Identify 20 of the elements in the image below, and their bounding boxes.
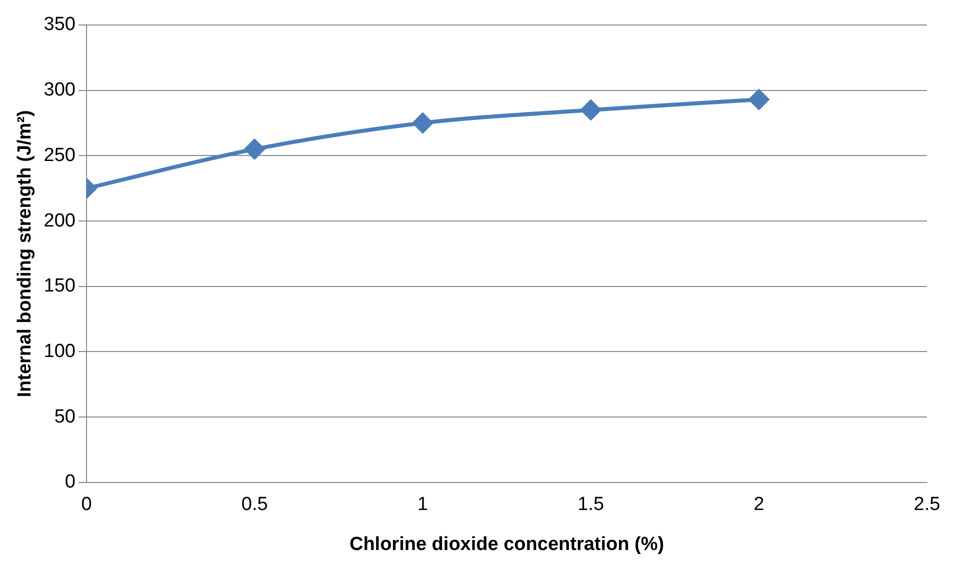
y-tick-label: 350	[44, 14, 76, 36]
y-axis-title: Internal bonding strength (J/m²)	[14, 110, 36, 398]
y-tick-label: 300	[44, 80, 76, 101]
x-tick-label: 0.5	[241, 494, 268, 516]
x-tick-label: 0	[81, 494, 92, 516]
y-tick-label: 0	[64, 472, 76, 493]
x-tick-label: 1.5	[578, 494, 604, 516]
point	[580, 100, 601, 120]
y-tick-label: 50	[54, 406, 76, 428]
x-tick-label: 1	[417, 494, 428, 516]
y-tick-label: 250	[44, 144, 76, 166]
point	[412, 113, 433, 134]
x-axis-title: Chlorine dioxide concentration (%)	[349, 534, 664, 555]
point	[748, 89, 769, 110]
y-tick-label: 200	[44, 210, 76, 232]
y-tick-label: 100	[44, 340, 76, 362]
x-tick-label: 2	[754, 494, 764, 516]
y-tick-label: 150	[44, 276, 76, 297]
x-tick-label: 2.5	[914, 494, 940, 516]
point	[244, 139, 265, 160]
